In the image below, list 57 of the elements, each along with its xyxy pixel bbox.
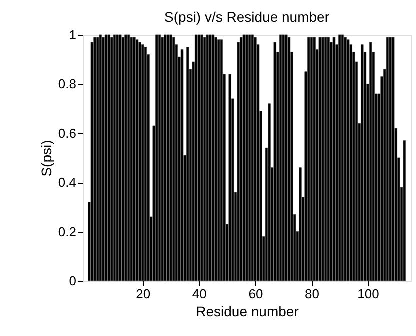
bar [341,34,344,282]
bar [124,34,128,282]
bar [214,37,218,282]
x-tick-label: 80 [304,286,320,302]
bar [403,140,406,282]
x-tick-label: 60 [248,286,264,302]
bar [156,34,158,282]
bar [180,50,184,282]
bar [122,37,125,282]
bar [138,42,142,282]
bar [186,47,190,282]
bar [206,34,210,282]
bar [133,37,136,282]
bar [389,37,392,282]
bar [318,37,322,282]
bar [392,37,395,282]
bar [94,37,96,282]
bar [166,34,170,282]
bar [288,37,291,282]
x-axis-title: Residue number [196,304,300,320]
bar [282,34,285,282]
bar [99,34,102,282]
bar [327,37,330,282]
x-tick-label: 100 [358,286,380,302]
bar [113,34,116,282]
bar [246,34,248,282]
bar [200,34,204,282]
bar [212,34,215,282]
bar [108,34,111,282]
bar [144,47,148,282]
bar [228,74,232,282]
bar [170,34,172,282]
bar [268,104,271,282]
bar [251,34,254,282]
y-tick-label: 1 [69,28,76,42]
bar [322,37,324,282]
bar [220,40,224,282]
y-tick-label: 0.6 [58,126,76,141]
bar [274,42,277,282]
bar [130,37,134,282]
y-tick-label: 0.8 [58,76,76,92]
x-tick-label: 40 [192,286,207,302]
bar [313,37,316,282]
bar [299,168,302,282]
bar [116,34,119,282]
bar [242,34,246,282]
bar [161,37,164,282]
y-axis-title: S(psi) [38,140,54,177]
bar [102,37,105,282]
y-tick-label: 0 [69,274,76,288]
bar [369,42,372,282]
bar [344,37,347,282]
y-tick-label: 0.4 [58,175,76,190]
chart-title: S(psi) v/s Residue number [164,9,330,25]
x-tick-label: 20 [136,286,151,302]
y-tick-label: 0.2 [58,224,76,240]
bar [386,37,390,282]
